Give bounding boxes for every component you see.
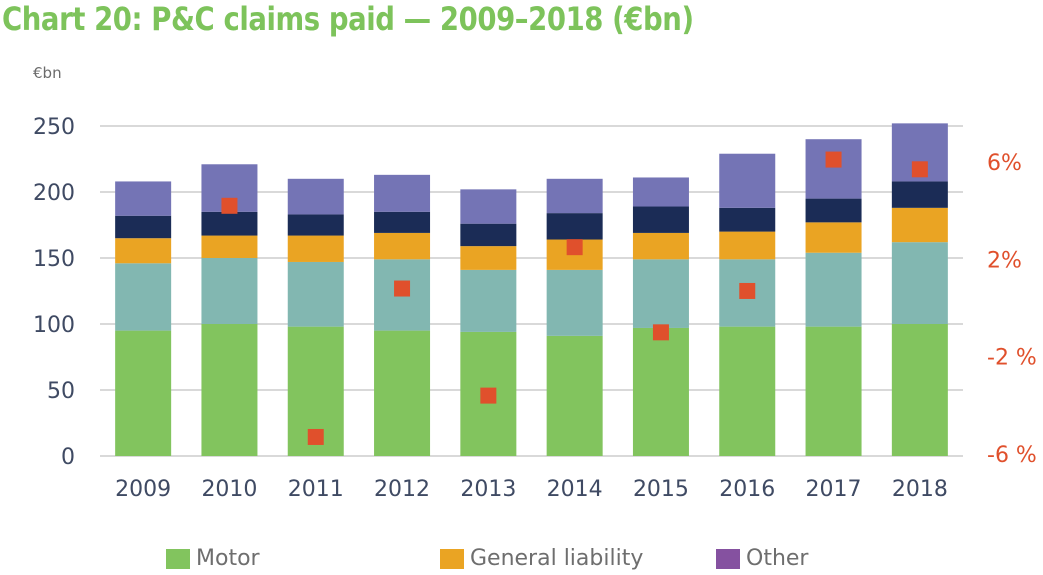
bar-other-2014 bbox=[546, 178, 603, 214]
x-tick-label: 2017 bbox=[806, 477, 862, 502]
bar-motor-2009 bbox=[115, 330, 172, 456]
bar-other-2013 bbox=[460, 189, 517, 224]
legend-label-motor: Motor bbox=[196, 546, 260, 571]
bar-motor-2010 bbox=[201, 324, 258, 456]
bar-general-liability-2016 bbox=[719, 231, 776, 260]
bar-motor-2016 bbox=[719, 326, 776, 456]
legend-item-motor: Motor bbox=[166, 546, 260, 571]
y-tick-label: 250 bbox=[33, 115, 75, 140]
x-tick-label: 2016 bbox=[719, 477, 775, 502]
y-tick-label: 100 bbox=[33, 313, 75, 338]
bar-general-liability-2018 bbox=[891, 207, 948, 243]
legend-swatch-general-liability bbox=[440, 548, 464, 569]
x-tick-label: 2015 bbox=[633, 477, 689, 502]
bar-property-2009 bbox=[115, 263, 172, 331]
bar-general-liability-2012 bbox=[374, 232, 431, 260]
growth-markers bbox=[221, 151, 928, 445]
legend-item-general-liability: General liability bbox=[440, 546, 643, 571]
bar-property-2018 bbox=[891, 242, 948, 324]
bar-motor-2012 bbox=[374, 330, 431, 456]
bar-other-2017 bbox=[805, 139, 862, 199]
bar-accident-and-health-2015 bbox=[632, 206, 689, 233]
growth-marker-2016 bbox=[739, 282, 756, 299]
y2-tick-label: -6 % bbox=[987, 443, 1037, 468]
bar-property-2010 bbox=[201, 258, 258, 324]
bar-general-liability-2009 bbox=[115, 238, 172, 264]
y-tick-label: 200 bbox=[33, 181, 75, 206]
bar-motor-2017 bbox=[805, 326, 862, 456]
legend-label-general-liability: General liability bbox=[470, 546, 644, 571]
bar-accident-and-health-2017 bbox=[805, 198, 862, 223]
y2-tick-label: 2% bbox=[987, 248, 1022, 273]
y-axis-unit-label: €bn bbox=[33, 64, 62, 82]
bar-accident-and-health-2014 bbox=[546, 213, 603, 240]
legend-swatch-other bbox=[716, 548, 740, 569]
y2-axis-ticks: -6 % -2 % 2% 6% bbox=[987, 151, 1037, 468]
bar-general-liability-2010 bbox=[201, 235, 258, 258]
bar-accident-and-health-2016 bbox=[719, 207, 776, 232]
y-tick-label: 50 bbox=[47, 379, 75, 404]
y-tick-label: 150 bbox=[33, 247, 75, 272]
bar-other-2015 bbox=[632, 177, 689, 207]
growth-marker-2018 bbox=[911, 161, 928, 178]
growth-marker-2013 bbox=[480, 387, 497, 404]
bar-general-liability-2015 bbox=[632, 232, 689, 260]
bar-other-2009 bbox=[115, 181, 172, 216]
y2-tick-label: -2 % bbox=[987, 346, 1037, 371]
x-tick-label: 2014 bbox=[547, 477, 603, 502]
bar-motor-2015 bbox=[632, 327, 689, 456]
x-tick-label: 2011 bbox=[288, 477, 344, 502]
chart-area: 0 50 100 150 200 250 -6 % -2 % 2% 6% 2009 2010 201… bbox=[33, 115, 1037, 502]
y-tick-label: 0 bbox=[61, 445, 75, 470]
bar-property-2013 bbox=[460, 269, 517, 332]
growth-marker-2010 bbox=[221, 197, 238, 214]
bar-property-2014 bbox=[546, 269, 603, 336]
x-tick-label: 2010 bbox=[201, 477, 257, 502]
y2-tick-label: 6% bbox=[987, 151, 1022, 176]
bars bbox=[115, 123, 948, 456]
bar-property-2017 bbox=[805, 252, 862, 327]
growth-marker-2014 bbox=[566, 239, 583, 256]
bar-general-liability-2017 bbox=[805, 222, 862, 253]
bar-accident-and-health-2011 bbox=[287, 214, 344, 236]
x-tick-label: 2012 bbox=[374, 477, 430, 502]
bar-other-2016 bbox=[719, 153, 776, 208]
y-axis-ticks: 0 50 100 150 200 250 bbox=[33, 115, 75, 470]
x-tick-label: 2018 bbox=[892, 477, 948, 502]
bar-accident-and-health-2012 bbox=[374, 211, 431, 233]
x-tick-label: 2009 bbox=[115, 477, 171, 502]
bar-accident-and-health-2018 bbox=[891, 181, 948, 208]
chart-title: Chart 20: P&C claims paid — 2009–2018 (€… bbox=[2, 0, 694, 38]
bar-general-liability-2011 bbox=[287, 235, 344, 262]
bar-motor-2014 bbox=[546, 335, 603, 456]
x-axis-ticks: 2009 2010 2011 2012 2013 2014 2015 2016 2017 2018 bbox=[115, 477, 948, 502]
growth-marker-2012 bbox=[394, 280, 411, 297]
legend: Motor General liability Other bbox=[0, 546, 1043, 575]
growth-marker-2011 bbox=[307, 428, 324, 445]
legend-item-other: Other bbox=[716, 546, 808, 571]
bar-general-liability-2013 bbox=[460, 246, 517, 270]
bar-other-2011 bbox=[287, 178, 344, 215]
bar-accident-and-health-2009 bbox=[115, 215, 172, 239]
legend-swatch-motor bbox=[166, 548, 190, 569]
growth-marker-2015 bbox=[652, 324, 669, 341]
bar-other-2012 bbox=[374, 174, 431, 212]
legend-label-other: Other bbox=[746, 546, 809, 571]
bar-accident-and-health-2010 bbox=[201, 211, 258, 236]
bar-motor-2018 bbox=[891, 324, 948, 456]
bar-property-2015 bbox=[632, 259, 689, 328]
x-tick-label: 2013 bbox=[460, 477, 516, 502]
growth-marker-2017 bbox=[825, 151, 842, 168]
bar-property-2011 bbox=[287, 261, 344, 327]
bar-accident-and-health-2013 bbox=[460, 223, 517, 247]
